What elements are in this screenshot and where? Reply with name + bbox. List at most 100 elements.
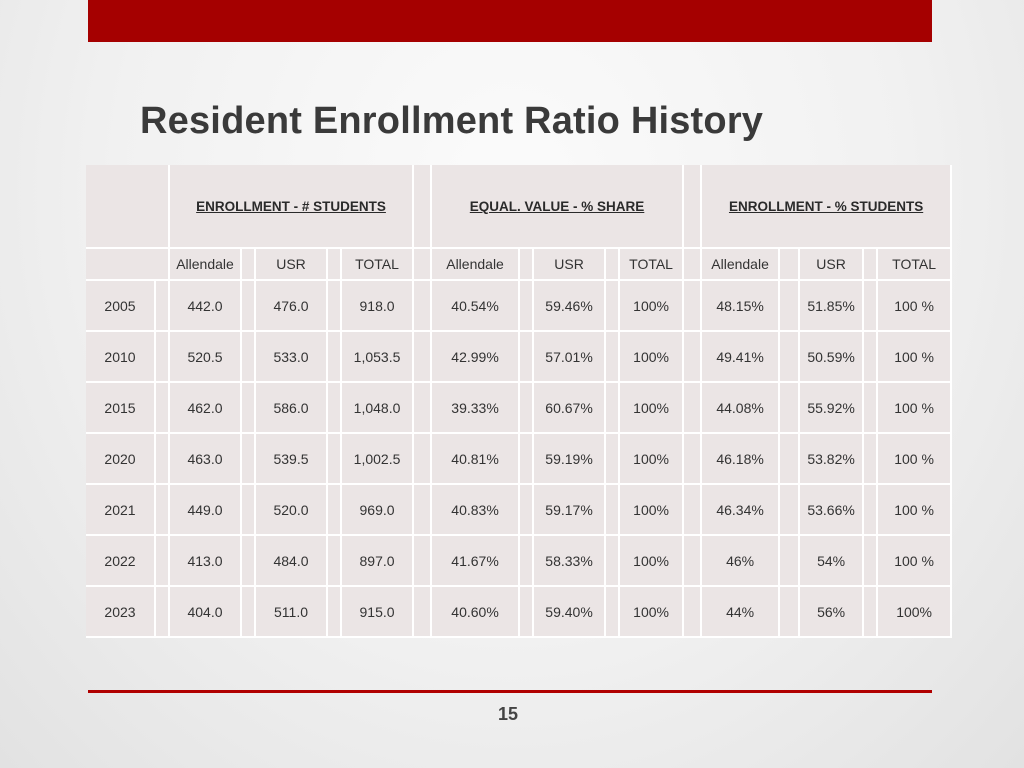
table-cell: 1,002.5 <box>342 434 415 485</box>
spacer <box>864 281 879 332</box>
spacer <box>328 485 342 536</box>
table-cell: 100% <box>620 536 685 587</box>
col-header: USR <box>800 249 865 281</box>
spacer <box>156 485 170 536</box>
spacer <box>780 587 801 638</box>
group-label: ENROLLMENT - # STUDENTS <box>196 199 386 214</box>
col-header: Allendale <box>170 249 242 281</box>
spacer <box>780 383 801 434</box>
table-row: 2022 413.0 484.0 897.0 41.67% 58.33% 100% 46% 54… <box>86 536 953 587</box>
spacer <box>864 485 879 536</box>
spacer <box>156 332 170 383</box>
corner-cell <box>86 165 170 249</box>
spacer <box>414 281 433 332</box>
table-cell: 59.46% <box>534 281 607 332</box>
table-cell: 40.60% <box>432 587 521 638</box>
table-cell: 40.81% <box>432 434 521 485</box>
spacer <box>414 485 433 536</box>
sub-header-row: Allendale USR TOTAL Allendale USR TOTAL … <box>86 249 953 281</box>
spacer <box>156 587 170 638</box>
group-spacer <box>684 165 703 249</box>
spacer <box>520 281 535 332</box>
table-cell: 44% <box>702 587 781 638</box>
spacer <box>684 281 703 332</box>
table-cell: 100 % <box>878 434 953 485</box>
table-row: 2015 462.0 586.0 1,048.0 39.33% 60.67% 100% 44.… <box>86 383 953 434</box>
table-cell: 533.0 <box>256 332 328 383</box>
table-cell: 55.92% <box>800 383 865 434</box>
row-year: 2021 <box>86 485 156 536</box>
table-row: 2010 520.5 533.0 1,053.5 42.99% 57.01% 100% 49.… <box>86 332 953 383</box>
spacer <box>520 332 535 383</box>
table-cell: 57.01% <box>534 332 607 383</box>
table-row: 2020 463.0 539.5 1,002.5 40.81% 59.19% 100% 46.… <box>86 434 953 485</box>
table-cell: 404.0 <box>170 587 242 638</box>
col-header: TOTAL <box>620 249 685 281</box>
spacer <box>606 332 621 383</box>
spacer <box>520 383 535 434</box>
table-cell: 1,048.0 <box>342 383 415 434</box>
col-header: Allendale <box>432 249 521 281</box>
group-label: EQUAL. VALUE - % SHARE <box>469 199 645 214</box>
spacer <box>328 536 342 587</box>
table-cell: 59.19% <box>534 434 607 485</box>
spacer <box>328 587 342 638</box>
spacer <box>414 332 433 383</box>
table-cell: 462.0 <box>170 383 242 434</box>
row-year: 2015 <box>86 383 156 434</box>
spacer <box>242 485 256 536</box>
table-cell: 60.67% <box>534 383 607 434</box>
spacer <box>684 485 703 536</box>
table-cell: 53.66% <box>800 485 865 536</box>
spacer <box>684 587 703 638</box>
table-cell: 59.40% <box>534 587 607 638</box>
table-cell: 56% <box>800 587 865 638</box>
table-cell: 54% <box>800 536 865 587</box>
table-cell: 100 % <box>878 536 953 587</box>
table-cell: 586.0 <box>256 383 328 434</box>
spacer <box>242 587 256 638</box>
table-cell: 918.0 <box>342 281 415 332</box>
group-spacer <box>414 165 433 249</box>
page-title: Resident Enrollment Ratio History <box>140 100 764 142</box>
page-number: 15 <box>497 704 519 724</box>
table-cell: 46.18% <box>702 434 781 485</box>
table-cell: 58.33% <box>534 536 607 587</box>
footer-rule <box>88 690 932 693</box>
spacer <box>414 434 433 485</box>
spacer <box>520 587 535 638</box>
table-cell: 915.0 <box>342 587 415 638</box>
table-cell: 48.15% <box>702 281 781 332</box>
table-cell: 100% <box>878 587 953 638</box>
spacer <box>780 485 801 536</box>
spacer <box>606 249 621 281</box>
table-cell: 100% <box>620 281 685 332</box>
table-cell: 100% <box>620 434 685 485</box>
col-header: TOTAL <box>878 249 953 281</box>
row-year: 2022 <box>86 536 156 587</box>
row-year: 2020 <box>86 434 156 485</box>
table-cell: 50.59% <box>800 332 865 383</box>
table-cell: 442.0 <box>170 281 242 332</box>
spacer <box>780 249 801 281</box>
spacer <box>606 587 621 638</box>
table-cell: 100% <box>620 587 685 638</box>
table-cell: 100 % <box>878 281 953 332</box>
table-cell: 100 % <box>878 332 953 383</box>
spacer <box>242 383 256 434</box>
row-year: 2005 <box>86 281 156 332</box>
spacer <box>520 434 535 485</box>
table-row: 2005 442.0 476.0 918.0 40.54% 59.46% 100% 48.15… <box>86 281 953 332</box>
spacer <box>242 536 256 587</box>
table-cell: 51.85% <box>800 281 865 332</box>
table-row: 2023 404.0 511.0 915.0 40.60% 59.40% 100% 44% 56… <box>86 587 953 638</box>
spacer <box>606 281 621 332</box>
col-header: USR <box>256 249 328 281</box>
table-cell: 42.99% <box>432 332 521 383</box>
table-cell: 46.34% <box>702 485 781 536</box>
col-header: TOTAL <box>342 249 415 281</box>
spacer <box>520 536 535 587</box>
corner-cell <box>86 249 170 281</box>
spacer <box>864 383 879 434</box>
spacer <box>156 281 170 332</box>
